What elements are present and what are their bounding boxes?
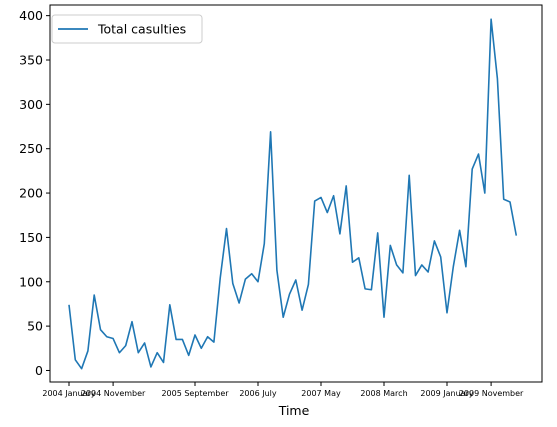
x-tick-label: 2008 March (360, 389, 407, 398)
y-tick-label: 0 (35, 363, 43, 378)
series-line-0 (68, 18, 518, 370)
x-axis-label: Time (278, 403, 310, 418)
x-tick-label: 2006 July (239, 389, 277, 398)
y-tick-label: 300 (19, 97, 43, 112)
x-tick-label: 2005 September (161, 389, 229, 398)
y-axis: 0 50 100 150 200 250 300 350 400 (19, 8, 50, 378)
y-tick-label: 350 (19, 52, 43, 67)
y-tick-label: 250 (19, 141, 43, 156)
y-tick-label: 100 (19, 274, 43, 289)
x-tick-label: 2007 May (301, 389, 341, 398)
legend: Total casulties (51, 14, 203, 44)
y-tick-label: 400 (19, 8, 43, 23)
x-tick-label: 2004 January (42, 389, 95, 398)
plot-frame (49, 4, 543, 383)
legend-box (51, 14, 203, 44)
y-tick-label: 200 (19, 186, 43, 201)
y-tick-label: 150 (19, 230, 43, 245)
x-tick-label: 2004 November (81, 389, 146, 398)
x-tick-label: 2009 January (420, 389, 473, 398)
x-tick-label: 2009 November (459, 389, 524, 398)
y-tick-label: 50 (27, 319, 43, 334)
series-layer (68, 18, 518, 370)
legend-label: Total casulties (97, 22, 186, 37)
